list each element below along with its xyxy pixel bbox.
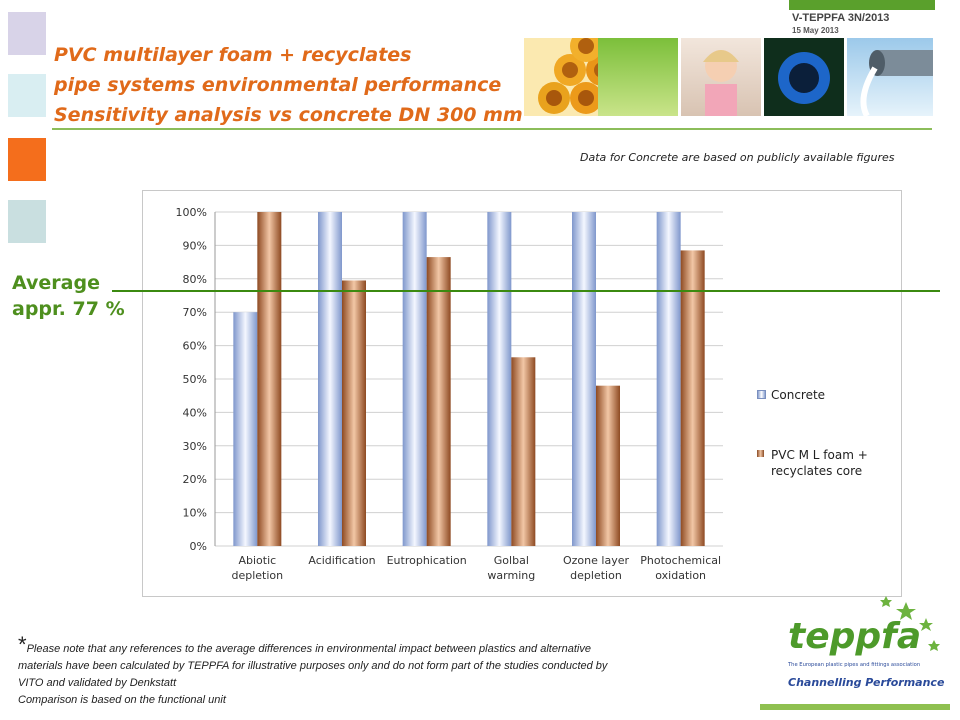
bar-pvc [257, 212, 282, 546]
y-tick-label: 90% [183, 239, 207, 252]
legend-label-concrete: Concrete [771, 388, 826, 402]
bar-chart: 0% 10% 20% 30% 40% 50% 60% 70% 80% 90% 100% Abiotic… [176, 206, 723, 582]
photo-gas-flame [764, 38, 844, 116]
x-tick-label: Eutrophication [387, 554, 467, 567]
footnote-line-4: Comparison is based on the functional un… [18, 694, 226, 706]
x-tick-label: Ozone layer [563, 554, 629, 567]
average-label-line-1: Average [12, 272, 100, 294]
footnote-line-2: materials have been calculated by TEPPFA… [18, 660, 608, 672]
legend-label-pvc: PVC M L foam + recyclates core [771, 447, 891, 479]
footnote-line-3: VITO and validated by Denkstatt [18, 677, 177, 689]
bar-concrete [656, 212, 681, 546]
bar-concrete [318, 212, 342, 546]
y-tick-label: 10% [183, 507, 207, 520]
legend-swatch-concrete [757, 390, 766, 399]
bar-pvc [342, 280, 366, 546]
y-tick-label: 70% [183, 306, 207, 319]
x-tick-label: Photochemical [640, 554, 721, 567]
title-line-1: PVC multilayer foam + recyclates [54, 44, 412, 66]
y-tick-label: 80% [183, 273, 207, 286]
teppfa-logo: teppfa The European plastic pipes and fi… [776, 590, 951, 698]
title-line-3: Sensitivity analysis vs concrete DN 300 … [54, 104, 523, 126]
title-divider [52, 128, 932, 130]
title-line-2: pipe systems environmental performance [54, 74, 502, 96]
footnote-star: * [18, 632, 27, 657]
y-tick-label: 30% [183, 440, 207, 453]
slide-title: PVC multilayer foam + recyclates pipe sy… [54, 40, 523, 130]
bar-concrete [402, 212, 427, 546]
average-line [112, 290, 940, 292]
footnote-line-1: Please note that any references to the a… [26, 643, 591, 655]
y-tick-label: 60% [183, 340, 207, 353]
y-tick-label: 0% [190, 540, 207, 553]
logo-wordmark: teppfa [788, 616, 921, 657]
decor-square-grey [8, 200, 46, 243]
x-tick-label: Abiotic [238, 554, 276, 567]
decor-square-lavender [8, 12, 46, 55]
decor-square-orange [8, 138, 46, 181]
logo-slogan: Channelling Performance [788, 676, 945, 689]
y-tick-label: 100% [176, 206, 207, 219]
legend-label-pvc-line-2: recyclates core [771, 464, 863, 478]
decor-square-lightblue [8, 74, 46, 117]
footer-green-bar [760, 704, 950, 710]
legend-label-pvc-line-1: PVC M L foam + [771, 448, 868, 462]
teppfa-logo-graphic: teppfa The European plastic pipes and fi… [787, 596, 945, 689]
legend-swatch-pvc [757, 450, 764, 457]
x-tick-label: Acidification [308, 554, 375, 567]
document-code: V-TEPPFA 3N/2013 [792, 12, 890, 24]
bar-concrete [487, 212, 512, 546]
header-green-tab [789, 0, 935, 10]
logo-tagline: The European plastic pipes and fittings … [787, 662, 920, 668]
footnote: *Please note that any references to the … [18, 634, 748, 709]
bar-pvc [426, 257, 451, 546]
data-source-note: Data for Concrete are based on publicly … [580, 151, 895, 164]
chart-area: 0% 10% 20% 30% 40% 50% 60% 70% 80% 90% 100% Abiotic… [142, 190, 902, 597]
y-tick-label: 50% [183, 373, 207, 386]
photo-child [681, 38, 761, 116]
x-tick-label: warming [487, 569, 535, 582]
x-tick-label: Golbal [494, 554, 529, 567]
bar-pvc [680, 250, 705, 546]
x-tick-label: depletion [570, 569, 622, 582]
bar-pvc [596, 385, 620, 546]
x-tick-label: oxidation [655, 569, 706, 582]
bar-concrete [233, 312, 258, 546]
document-date: 15 May 2013 [792, 26, 839, 35]
average-label: Average appr. 77 % [12, 270, 125, 322]
y-tick-label: 20% [183, 473, 207, 486]
photo-leaves [598, 38, 678, 116]
bar-pvc [511, 357, 536, 546]
average-label-line-2: appr. 77 % [12, 298, 125, 320]
y-tick-label: 40% [183, 406, 207, 419]
x-tick-label: depletion [232, 569, 284, 582]
photo-water-pipe [847, 38, 933, 116]
bar-concrete [572, 212, 596, 546]
